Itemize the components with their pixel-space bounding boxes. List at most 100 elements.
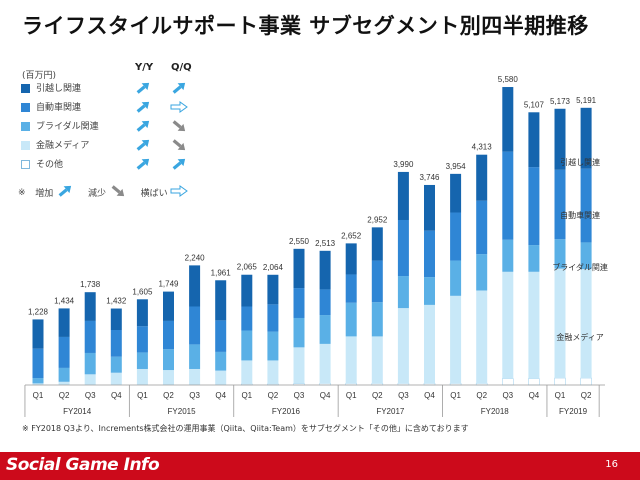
bar-segment <box>345 243 357 275</box>
bar-segment <box>189 344 201 369</box>
year-group-label: FY2018 <box>481 407 510 416</box>
bar-segment <box>163 320 174 350</box>
bar-segment <box>528 112 540 168</box>
note-up-label: 増加 <box>35 189 54 199</box>
series-label: 金融メディア <box>556 332 603 342</box>
total-label: 2,513 <box>315 239 336 248</box>
unit-label: (百万円) <box>22 71 57 81</box>
stacked-bar-chart: 1,228 1,434 1,738 1,432 1,605 1,749 2,240 1,961… <box>24 75 608 417</box>
bar-segment <box>476 154 488 201</box>
bar-segment <box>293 347 305 384</box>
total-label: 2,240 <box>185 253 206 262</box>
bar-segment <box>267 360 279 384</box>
bar-segment <box>450 173 462 213</box>
series-label: 自動車関連 <box>560 210 600 220</box>
arrow-down-icon <box>109 183 127 202</box>
total-label: 4,313 <box>472 143 493 152</box>
x-tick-label: Q3 <box>502 391 513 400</box>
arrow-up-icon <box>134 80 152 95</box>
bar-segment <box>450 295 462 384</box>
bar-segment <box>58 308 70 337</box>
arrow-flat-icon <box>170 183 189 202</box>
bar-segment <box>163 370 174 385</box>
bar-segment <box>319 250 331 290</box>
bar-segment <box>215 280 227 321</box>
arrow-up-icon <box>170 156 188 171</box>
total-label: 5,191 <box>576 96 597 105</box>
year-group-label: FY2017 <box>376 407 405 416</box>
bar-segment <box>189 368 201 385</box>
bar-segment <box>163 349 174 371</box>
bar-segment <box>554 239 566 269</box>
total-label: 2,952 <box>367 215 388 224</box>
bar-segment <box>241 306 253 331</box>
bar-segment <box>502 239 514 272</box>
x-tick-label: Q2 <box>372 391 383 400</box>
year-group-label: FY2016 <box>272 407 301 416</box>
bar-segment <box>580 168 592 243</box>
arrow-up-icon <box>56 183 74 202</box>
total-label: 5,107 <box>524 100 545 109</box>
bar-segment <box>110 356 122 373</box>
bar-segment <box>110 308 122 330</box>
bar-segment <box>215 320 227 352</box>
bar-segment <box>424 184 435 231</box>
qq-header: Q/Q <box>171 62 192 73</box>
bar-segment <box>319 343 331 384</box>
page-title: ライフスタイルサポート事業 サブセグメント別四半期推移 <box>22 14 589 38</box>
total-label: 1,228 <box>28 307 49 316</box>
bar-segment <box>267 304 279 332</box>
bar-segment <box>476 290 488 384</box>
x-tick-label: Q1 <box>346 391 357 400</box>
total-label: 1,434 <box>54 296 75 305</box>
bar-segment <box>84 292 96 321</box>
total-label: 1,749 <box>158 280 179 289</box>
arrow-up-icon <box>134 99 152 114</box>
total-label: 1,738 <box>80 280 101 289</box>
bar-segment <box>215 351 227 371</box>
bar-segment <box>345 302 357 337</box>
total-label: 2,550 <box>289 237 310 246</box>
total-label: 2,652 <box>341 231 362 240</box>
bar-segment <box>528 167 540 246</box>
arrow-flat-icon <box>170 99 188 114</box>
legend-label: ブライダル関連 <box>36 122 99 132</box>
year-group-label: FY2019 <box>559 407 588 416</box>
x-tick-label: Q4 <box>424 391 435 400</box>
x-tick-label: Q1 <box>33 391 44 400</box>
note-flat-label: 横ばい <box>140 189 168 199</box>
legend-note: ※ 増加 減少 横ばい <box>18 183 189 202</box>
bar-segment <box>58 336 70 368</box>
legend-item: 自動車関連 <box>18 99 203 115</box>
bar-segment <box>528 271 540 379</box>
footnote: ※ FY2018 Q3より、Increments株式会社の運用事業（Qiita、… <box>22 424 469 433</box>
bar-segment <box>502 151 514 240</box>
total-label: 5,580 <box>498 75 519 84</box>
bar-segment <box>163 291 174 321</box>
bar-segment <box>424 277 435 305</box>
x-tick-label: Q4 <box>215 391 226 400</box>
bar-segment <box>32 383 44 385</box>
bar-segment <box>267 274 279 305</box>
bar-segment <box>397 308 409 384</box>
legend-swatch <box>21 141 30 150</box>
total-label: 3,746 <box>419 173 440 182</box>
bar-segment <box>554 268 566 379</box>
x-tick-label: Q1 <box>241 391 252 400</box>
bar-segment <box>528 378 540 386</box>
legend-item: その他 <box>18 156 203 172</box>
note-mark: ※ <box>18 187 26 198</box>
arrow-up-icon <box>134 137 152 152</box>
bar-segment <box>397 171 409 220</box>
bar-segment <box>554 169 566 240</box>
bar-segment <box>110 372 122 385</box>
total-label: 1,961 <box>211 268 232 277</box>
bar-segment <box>502 271 514 379</box>
bar-segment <box>450 260 462 296</box>
bar-segment <box>371 227 383 261</box>
series-label: 引越し関連 <box>560 157 600 167</box>
x-tick-label: Q2 <box>268 391 279 400</box>
bar-segment <box>371 302 383 337</box>
arrow-up-icon <box>134 156 152 171</box>
total-label: 2,064 <box>263 263 284 272</box>
